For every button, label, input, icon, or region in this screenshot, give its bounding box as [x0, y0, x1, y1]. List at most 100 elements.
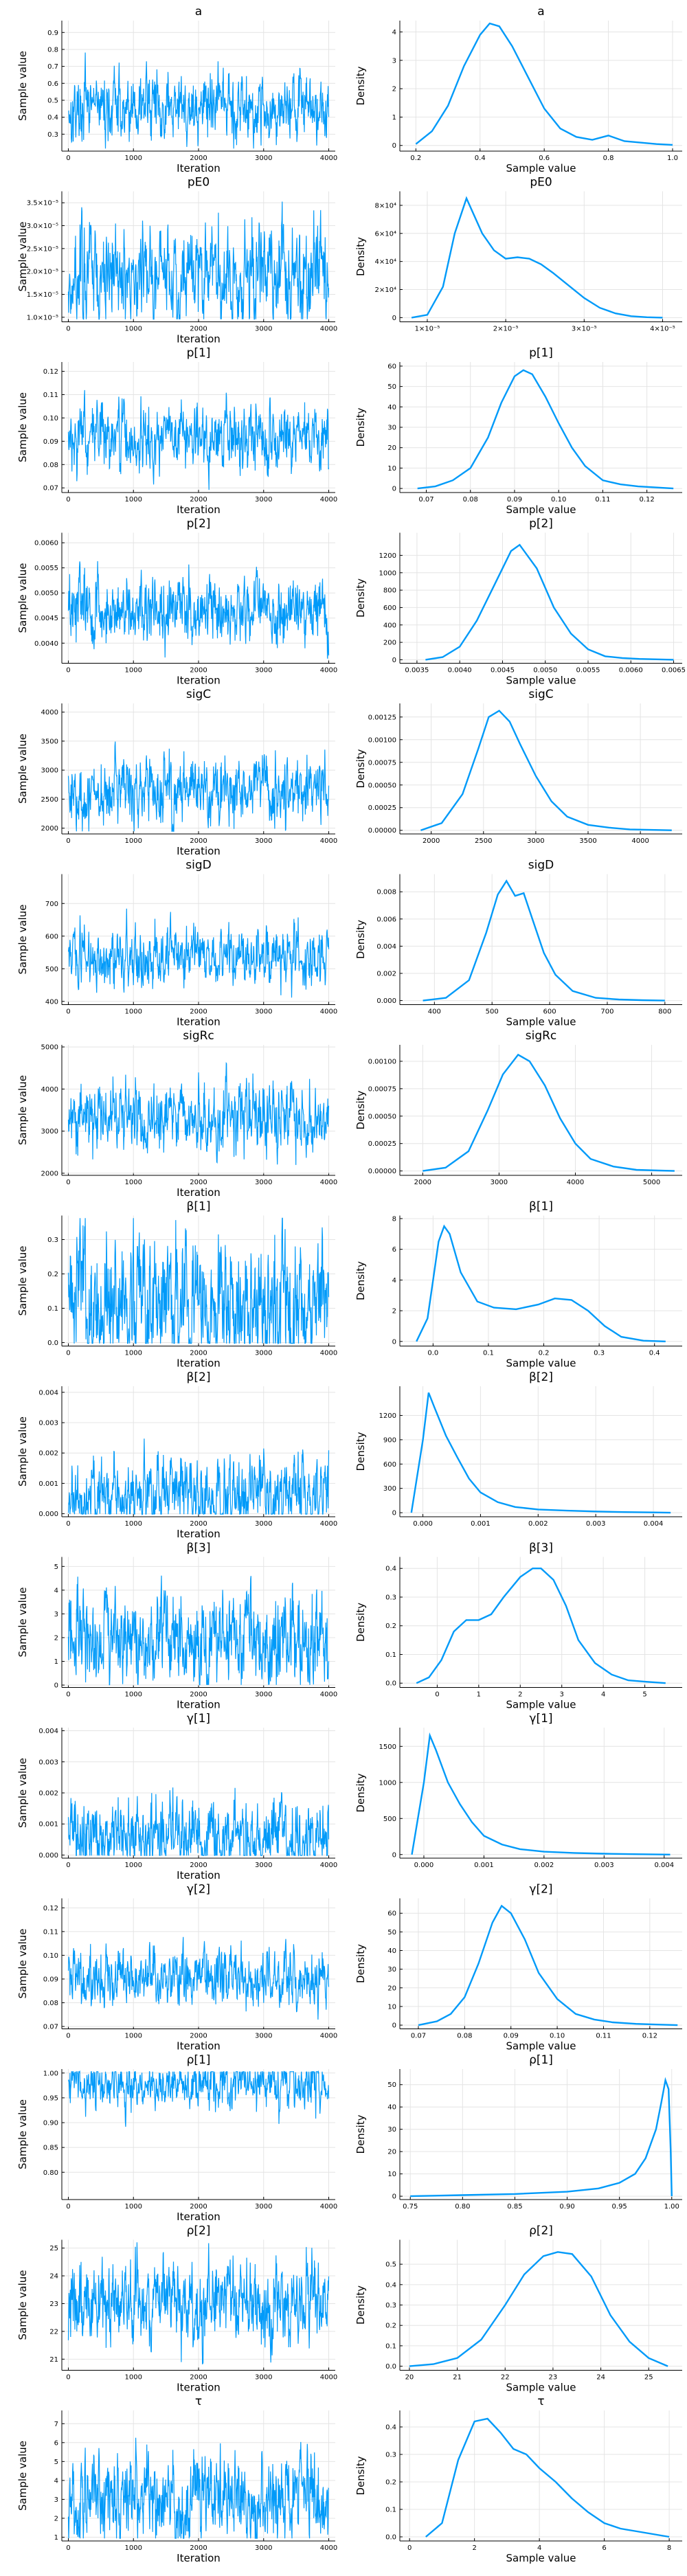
- x-tick-label: 2: [518, 1691, 522, 1699]
- trace-panel: β[2] 0 1000 2000 3000 4000 0.000 0.001 0.002 0.00…: [16, 1370, 337, 1540]
- y-tick-label: 0.002: [38, 1790, 58, 1798]
- x-tick-label: 3: [560, 1691, 564, 1699]
- x-tick-label: 4000: [320, 2033, 337, 2040]
- x-tick-label: 21: [453, 2374, 462, 2382]
- x-tick-label: 2000: [190, 1862, 207, 1869]
- x-tick-label: 1000: [125, 2374, 142, 2382]
- y-tick-label: 30: [387, 2126, 396, 2134]
- density-panel: ρ[2] 20 21 22 23 24 25 0.0 0.1 0.2 0.3 0.4 0.5 Sample…: [354, 2224, 682, 2394]
- y-tick-label: 0.0055: [34, 565, 58, 572]
- x-tick-label: 0.11: [596, 2033, 611, 2040]
- y-tick-label: 50: [387, 1929, 396, 1936]
- density-panel: γ[1] 0.000 0.001 0.002 0.003 0.004 0 500 1000 150…: [354, 1712, 682, 1869]
- y-tick-label: 3: [54, 2496, 58, 2504]
- x-tick-label: 3000: [255, 1350, 272, 1357]
- y-tick-label: 3.0×10⁻⁵: [27, 223, 58, 230]
- y-tick-label: 0.3: [47, 131, 58, 139]
- x-tick-label: 1000: [125, 326, 142, 333]
- y-tick-label: 3: [392, 57, 396, 65]
- density-panel: sigC 2000 2500 3000 3500 4000 0.00000 0.00025 0.…: [354, 688, 682, 845]
- x-tick-label: 3000: [255, 2033, 272, 2040]
- y-tick-label: 0.9: [47, 30, 58, 37]
- y-tick-label: 0.2: [47, 1271, 58, 1278]
- trace-series-line: [67, 1217, 330, 1345]
- x-tick-label: 22: [501, 2374, 510, 2382]
- x-tick-label: 20: [405, 2374, 414, 2382]
- x-tick-label: 2000: [190, 837, 207, 845]
- x-tick-label: 2000: [190, 1008, 207, 1016]
- trace-series-line: [67, 2242, 330, 2364]
- x-tick-label: 4000: [320, 1520, 337, 1528]
- y-tick-label: 1: [54, 2534, 58, 2542]
- panel-title: ρ[2]: [529, 2224, 553, 2238]
- x-tick-label: 2000: [190, 155, 207, 162]
- y-tick-label: 0.006: [376, 916, 396, 923]
- x-tick-label: 1000: [125, 2203, 142, 2211]
- y-axis-label: Density: [354, 1261, 367, 1300]
- y-tick-label: 0.1: [385, 2342, 396, 2350]
- y-axis-label: Sample value: [16, 1246, 29, 1316]
- y-tick-label: 3: [54, 1611, 58, 1618]
- y-axis-label: Density: [354, 1773, 367, 1812]
- density-curve: [425, 543, 674, 661]
- x-tick-label: 0: [66, 1862, 70, 1869]
- y-tick-label: 0.001: [38, 1480, 58, 1488]
- y-tick-label: 0.10: [43, 415, 58, 422]
- y-tick-label: 0.95: [43, 2094, 58, 2102]
- x-tick-label: 4000: [320, 2203, 337, 2211]
- x-tick-label: 0.07: [418, 496, 433, 504]
- y-tick-label: 0.90: [43, 2120, 58, 2127]
- trace-series-line: [67, 1787, 330, 1857]
- y-tick-label: 0.2: [385, 1623, 396, 1630]
- y-tick-label: 0: [392, 2193, 396, 2201]
- y-tick-label: 20: [387, 1985, 396, 1992]
- x-tick-label: 0.0050: [533, 667, 557, 675]
- y-tick-label: 60: [387, 1910, 396, 1918]
- y-tick-label: 500: [383, 1816, 396, 1823]
- density-curve: [425, 2417, 670, 2538]
- x-tick-label: 3000: [255, 2203, 272, 2211]
- trace-panel: β[3] 0 1000 2000 3000 4000 0 1 2 3 4 5 Iteration Samp…: [16, 1541, 337, 1711]
- x-tick-label: 2000: [190, 496, 207, 504]
- y-tick-label: 40: [387, 404, 396, 411]
- y-tick-label: 0.00050: [368, 1113, 396, 1120]
- x-tick-label: 800: [658, 1008, 671, 1016]
- y-tick-label: 0.004: [376, 943, 396, 951]
- panel-title: β[1]: [187, 1200, 211, 1214]
- y-tick-label: 0.00025: [368, 1140, 396, 1148]
- x-tick-label: 2: [472, 2544, 476, 2552]
- y-tick-label: 0.6: [47, 80, 58, 88]
- x-tick-label: 6: [602, 2544, 606, 2552]
- panel-title: p[2]: [529, 517, 553, 531]
- density-panel: pE0 1×10⁻⁵ 2×10⁻⁵ 3×10⁻⁵ 4×10⁻⁵ 0 2×10⁴ 4×10⁴ 6×…: [354, 176, 682, 333]
- y-tick-label: 1000: [379, 569, 396, 577]
- trace-panel: p[2] 0 1000 2000 3000 4000 0.0040 0.0045 0.0050 0…: [16, 517, 337, 687]
- y-axis-label: Sample value: [16, 2270, 29, 2340]
- y-tick-label: 1: [54, 1658, 58, 1666]
- x-tick-label: 0.0035: [405, 667, 429, 675]
- x-tick-label: 3×10⁻⁵: [572, 326, 597, 333]
- x-tick-label: 1000: [125, 1008, 142, 1016]
- y-tick-label: 1.0×10⁻⁵: [27, 314, 58, 321]
- x-tick-label: 2000: [190, 2203, 207, 2211]
- trace-panel: pE0 0 1000 2000 3000 4000 1.0×10⁻⁵ 1.5×10⁻⁵ 2.0×…: [16, 176, 337, 346]
- panel-title: γ[2]: [187, 1883, 210, 1897]
- x-tick-label: 0.002: [534, 1862, 554, 1869]
- x-tick-label: 4000: [320, 2374, 337, 2382]
- y-tick-label: 7: [54, 2421, 58, 2428]
- density-panel: sigD 400 500 600 700 800 0.000 0.002 0.004 0.006 0…: [354, 859, 682, 1028]
- x-axis-label: Sample value: [506, 1357, 576, 1370]
- y-tick-label: 0.001: [38, 1821, 58, 1829]
- y-tick-label: 6: [392, 1246, 396, 1254]
- x-tick-label: 0.6: [539, 155, 550, 162]
- y-tick-label: 0.12: [43, 1905, 58, 1912]
- y-tick-label: 400: [45, 998, 58, 1006]
- x-tick-label: 4000: [320, 155, 337, 162]
- y-tick-label: 0.1: [47, 1305, 58, 1313]
- y-tick-label: 2: [392, 1308, 396, 1315]
- panel-title: a: [195, 5, 202, 19]
- panel-title: p[1]: [529, 346, 553, 360]
- y-tick-label: 0.2: [385, 2479, 396, 2487]
- trace-series-line: [67, 1438, 330, 1515]
